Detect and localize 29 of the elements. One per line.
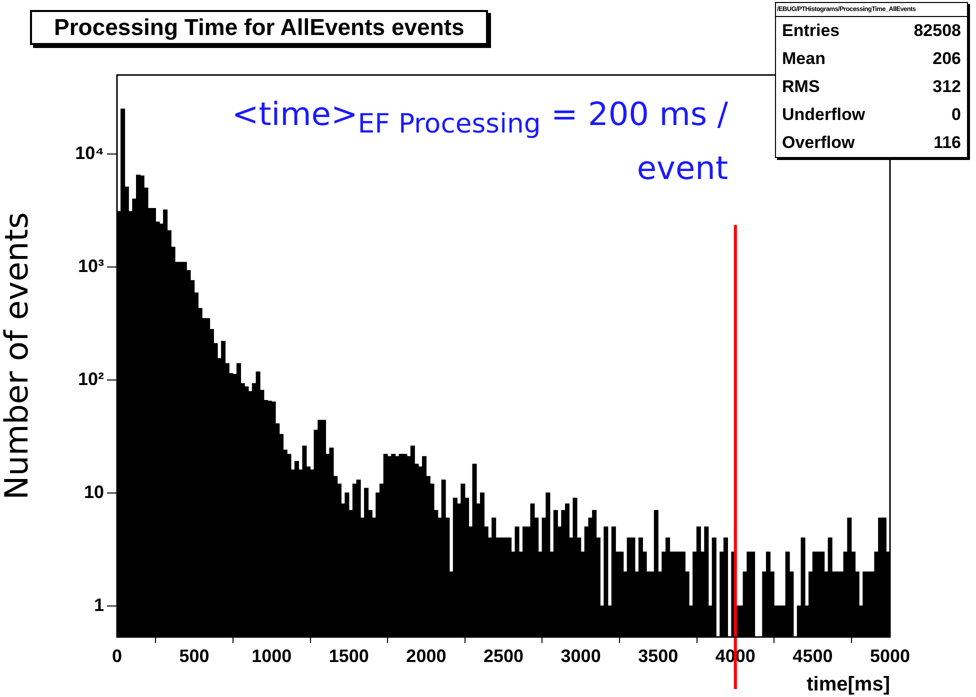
- y-tick-label: 10³: [78, 256, 104, 276]
- text: 206: [932, 48, 961, 70]
- y-tick-label: 10⁴: [75, 142, 104, 163]
- y-tick-label: 10: [84, 482, 104, 502]
- x-tick-label: 3000: [560, 646, 601, 666]
- x-tick-label: 2500: [483, 646, 524, 666]
- chart-title: Processing Time for AllEvents events: [30, 10, 488, 45]
- x-tick-label: 1000: [252, 646, 292, 666]
- y-axis-title: Number of events: [0, 212, 36, 500]
- text: 312: [932, 76, 961, 98]
- text: 116: [934, 132, 961, 154]
- text: Entries: [782, 20, 840, 42]
- text: Mean: [782, 48, 826, 70]
- x-tick-label: 5000: [870, 646, 910, 666]
- x-tick-label: 500: [179, 646, 210, 666]
- text: 0: [952, 104, 961, 126]
- y-tick-label: 1: [94, 594, 104, 615]
- text: 82508: [914, 20, 961, 42]
- x-tick-label: 2000: [406, 646, 446, 666]
- x-tick-label: 3500: [638, 646, 678, 666]
- x-axis-title: time[ms]: [806, 674, 890, 696]
- annotation: RMS: [782, 76, 820, 98]
- x-tick-label: 4500: [792, 646, 833, 666]
- y-tick-label: 10²: [78, 368, 104, 389]
- annotation: <time>$_{EF Processing}$ = 200 ms / event: [230, 94, 728, 190]
- x-tick-label: 0: [112, 646, 122, 666]
- annotation: Overflow: [782, 132, 855, 154]
- x-tick-label: 1500: [328, 646, 369, 666]
- annotation: Underflow: [782, 104, 866, 126]
